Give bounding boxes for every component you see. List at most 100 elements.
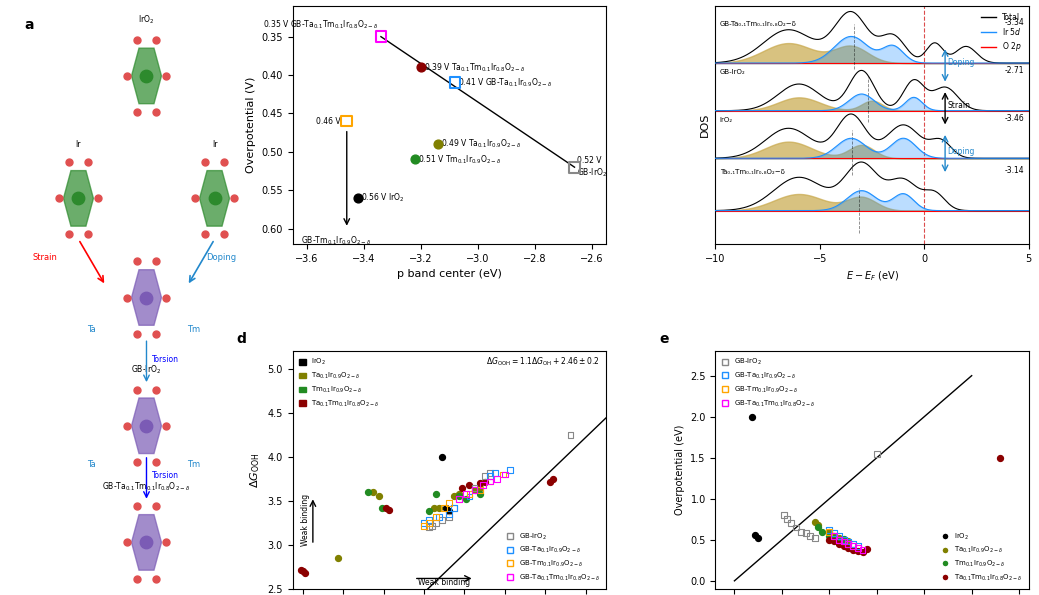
Point [809,520,826,530]
Point [373,32,390,42]
Point [451,494,468,504]
Text: Strain: Strain [948,101,970,110]
Point [429,139,446,149]
Point [441,512,457,522]
Point [488,474,505,484]
Point [809,523,826,533]
Point [826,531,843,540]
Point [840,539,856,549]
Polygon shape [132,515,161,570]
Text: -3.46: -3.46 [1005,114,1024,123]
Point [835,541,852,551]
Polygon shape [132,48,161,104]
Point [129,385,145,394]
Point [158,293,175,302]
Text: Ta: Ta [86,325,96,334]
Text: 0.46 V: 0.46 V [317,117,341,126]
Point [118,293,135,302]
Point [129,574,145,583]
Point [424,521,441,530]
Point [51,193,68,203]
Point [778,515,795,524]
Point [826,531,843,540]
Point [472,483,488,493]
Point [339,117,355,126]
Point [80,158,97,167]
Text: e: e [659,332,668,346]
Point [821,525,837,535]
Point [421,522,437,532]
Point [830,535,847,544]
Point [196,158,213,167]
Text: Strain: Strain [32,253,57,262]
Polygon shape [132,398,161,453]
Point [461,480,478,490]
Point [80,230,97,239]
Point [148,574,164,583]
Point [821,527,837,536]
Point [70,193,86,203]
Point [426,503,443,513]
Point [992,453,1009,462]
Point [472,478,488,488]
Point [416,518,432,528]
Point [60,158,77,167]
Y-axis label: $\Delta G_{\rm OOH}$: $\Delta G_{\rm OOH}$ [248,452,262,488]
Point [797,528,814,538]
Point [431,512,448,522]
Text: GB-Ta$_{0.1}$Tm$_{0.1}$Ir$_{0.8}$O$_{2-\delta}$: GB-Ta$_{0.1}$Tm$_{0.1}$Ir$_{0.8}$O$_{2-\… [103,480,190,493]
Text: Tm: Tm [187,325,201,334]
Point [129,502,145,511]
Point [775,511,792,520]
Point [472,486,488,495]
Point [502,465,518,475]
Text: 0.56 V IrO$_2$: 0.56 V IrO$_2$ [361,192,404,204]
Point [365,487,381,497]
Point [821,531,837,540]
Point [835,537,852,546]
Point [481,468,498,477]
Point [148,256,164,266]
Point [830,531,847,540]
Polygon shape [132,270,161,325]
Point [446,503,462,513]
Y-axis label: Overpotential (eV): Overpotential (eV) [674,425,685,515]
Text: GB-IrO$_2$: GB-IrO$_2$ [131,364,162,376]
Point [783,519,800,528]
Point [129,35,145,45]
X-axis label: p band center (eV): p band center (eV) [397,269,502,279]
Text: 0.51 V Tm$_{0.1}$Ir$_{0.9}$O$_{2-\delta}$: 0.51 V Tm$_{0.1}$Ir$_{0.9}$O$_{2-\delta}… [418,154,501,166]
Text: GB-IrO₂: GB-IrO₂ [720,69,745,75]
Point [129,256,145,266]
Point [806,517,823,527]
Point [225,193,242,203]
Point [148,502,164,511]
Point [467,486,483,495]
Point [441,498,457,508]
Point [486,468,503,477]
Point [294,566,311,576]
Text: Weak binding: Weak binding [418,578,471,587]
Point [850,543,867,553]
Point [196,230,213,239]
Point [845,541,861,551]
Point [292,565,309,574]
Point [476,477,492,486]
Point [148,457,164,466]
Point [562,430,579,440]
Point [859,544,876,553]
Point [158,71,175,81]
Point [434,515,451,525]
Point [129,329,145,339]
Point [421,515,437,525]
Point [441,509,457,519]
Point [472,486,488,495]
Point [138,538,155,547]
Point [428,512,445,522]
Point [826,528,843,538]
Point [826,531,843,540]
Point [148,385,164,394]
Point [60,230,77,239]
Point [370,491,387,501]
Point [451,491,468,501]
